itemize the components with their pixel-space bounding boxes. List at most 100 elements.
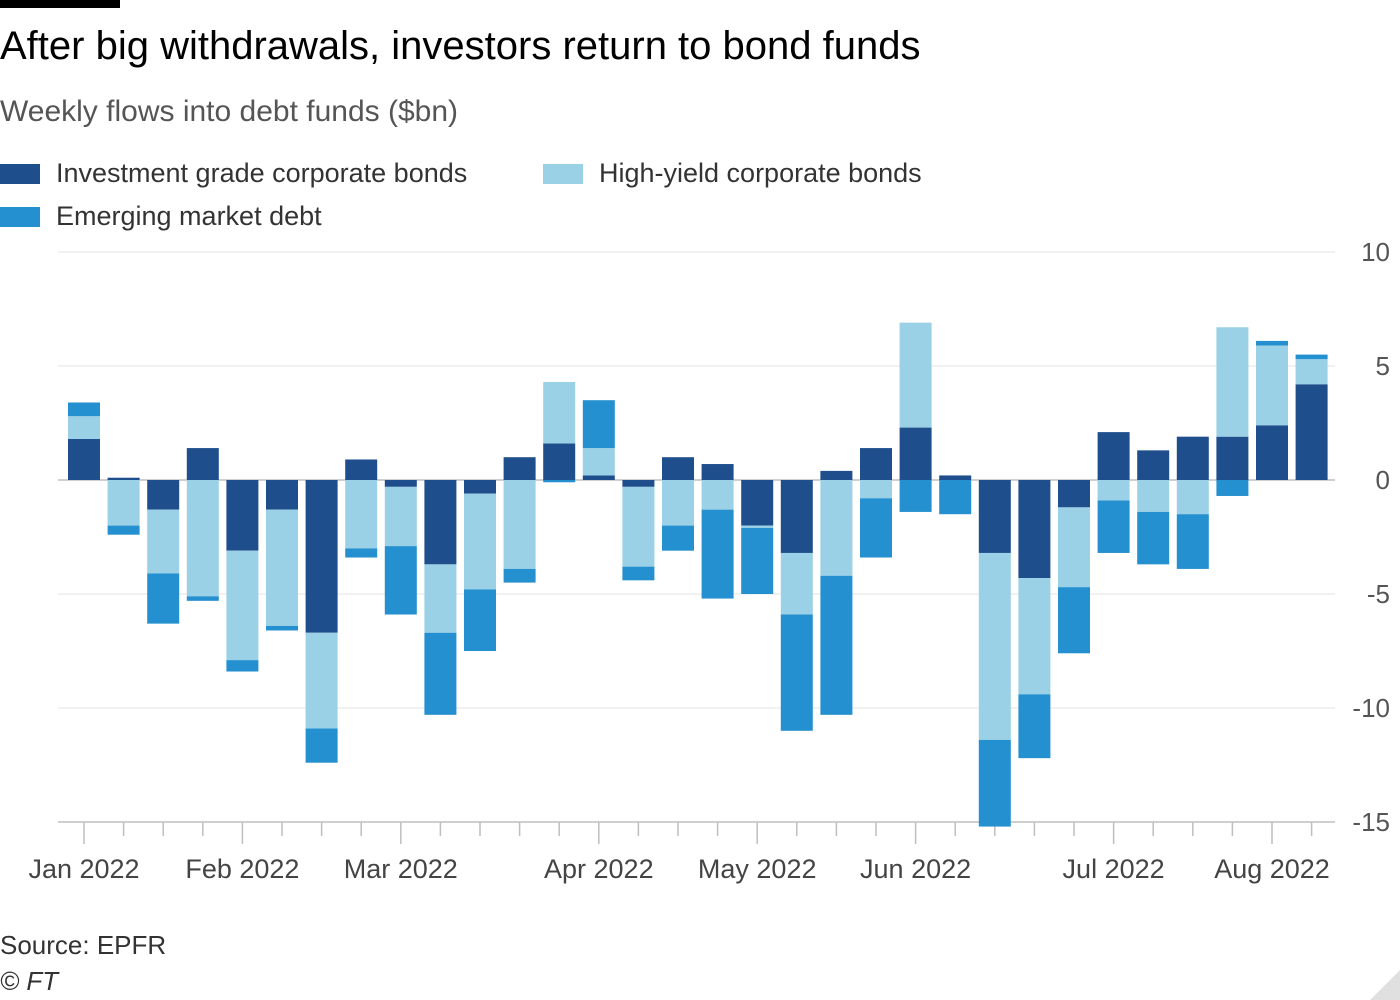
bar-segment bbox=[266, 509, 298, 626]
y-tick-label: -5 bbox=[1367, 579, 1390, 609]
bar-segment bbox=[543, 381, 576, 444]
bar-segment bbox=[1018, 694, 1051, 759]
bar-segment bbox=[147, 480, 180, 510]
bar-segment bbox=[662, 457, 694, 480]
bar-segment bbox=[345, 548, 378, 558]
bar-segment bbox=[543, 480, 576, 483]
bar-segment bbox=[1176, 514, 1209, 569]
bar-segment bbox=[1058, 587, 1090, 654]
bar-segment bbox=[1295, 384, 1328, 480]
bar-segment bbox=[305, 728, 338, 763]
bar-segment bbox=[939, 475, 972, 480]
bar-segment bbox=[1216, 436, 1249, 480]
legend-label: Emerging market debt bbox=[56, 201, 322, 231]
bar-segment bbox=[226, 550, 259, 661]
bar-segment bbox=[68, 416, 100, 439]
bar-segment bbox=[1137, 480, 1170, 512]
bar-segment bbox=[384, 480, 417, 487]
bar-segment bbox=[305, 632, 338, 729]
bar-segment bbox=[424, 480, 457, 565]
legend-label: Investment grade corporate bonds bbox=[56, 158, 468, 188]
bar-segment bbox=[701, 509, 734, 599]
x-tick-label: Jun 2022 bbox=[860, 854, 971, 884]
bar-segment bbox=[147, 573, 180, 624]
bar-segment bbox=[68, 438, 100, 480]
page-corner bbox=[1370, 970, 1400, 1000]
y-tick-label: -15 bbox=[1352, 807, 1390, 837]
x-tick-label: May 2022 bbox=[698, 854, 817, 884]
bar-segment bbox=[1018, 578, 1051, 695]
brand-bar bbox=[0, 0, 120, 8]
bar-segment bbox=[860, 498, 892, 558]
bar-segment bbox=[147, 509, 180, 574]
bar-segment bbox=[503, 480, 536, 569]
bar-segment bbox=[1256, 340, 1288, 346]
bar-segment bbox=[899, 427, 932, 480]
bar-segment bbox=[1295, 359, 1328, 385]
legend-item-high-yield: High-yield corporate bonds bbox=[543, 158, 922, 189]
bar-segment bbox=[1097, 500, 1130, 553]
copyright-note: © FT bbox=[0, 966, 59, 996]
legend-swatch bbox=[0, 163, 40, 184]
bar-segment bbox=[741, 525, 774, 528]
y-tick-label: -10 bbox=[1352, 693, 1390, 723]
x-tick-label: Aug 2022 bbox=[1214, 854, 1330, 884]
bar-segment bbox=[226, 660, 259, 672]
bar-segment bbox=[1176, 480, 1209, 515]
bar-segment bbox=[820, 470, 853, 480]
bar-segment bbox=[662, 480, 694, 526]
x-tick-label: Mar 2022 bbox=[344, 854, 458, 884]
bar-segment bbox=[68, 402, 100, 417]
bar-segment bbox=[1176, 436, 1209, 480]
bar-segment bbox=[424, 564, 457, 633]
bar-segment bbox=[1216, 480, 1249, 496]
legend-label: High-yield corporate bonds bbox=[599, 158, 922, 188]
bar-segment bbox=[820, 480, 853, 576]
bar-segment bbox=[701, 480, 734, 510]
legend-swatch bbox=[543, 163, 583, 184]
bar-segment bbox=[780, 480, 813, 553]
bar-segment bbox=[186, 480, 219, 597]
source-note: Source: EPFR bbox=[0, 930, 167, 960]
bar-segment bbox=[582, 400, 615, 449]
bar-segment bbox=[780, 552, 813, 615]
bar-segment bbox=[860, 480, 892, 499]
bar-segment bbox=[741, 527, 774, 594]
bar-segment bbox=[662, 525, 694, 551]
x-tick-label: Jan 2022 bbox=[28, 854, 139, 884]
bar-segment bbox=[503, 457, 536, 480]
bar-segment bbox=[226, 480, 259, 551]
bar-segment bbox=[939, 480, 972, 515]
bar-segment bbox=[543, 443, 576, 480]
y-tick-label: 0 bbox=[1376, 465, 1390, 495]
bar-segment bbox=[503, 568, 536, 583]
bar-segment bbox=[186, 448, 219, 480]
bar-segment bbox=[978, 739, 1011, 827]
bar-segment bbox=[582, 448, 615, 476]
bar-segment bbox=[107, 525, 140, 535]
chart-subtitle: Weekly flows into debt funds ($bn) bbox=[0, 95, 459, 128]
bar-segment bbox=[1216, 327, 1249, 437]
bar-segment bbox=[860, 448, 892, 480]
bar-segment bbox=[266, 480, 298, 510]
x-tick-label: Apr 2022 bbox=[544, 854, 654, 884]
bar-segment bbox=[820, 575, 853, 715]
chart-title: After big withdrawals, investors return … bbox=[0, 24, 921, 68]
bar-segment bbox=[899, 480, 932, 512]
bar-segment bbox=[1256, 425, 1288, 480]
bar-segment bbox=[1097, 480, 1130, 501]
legend-item-emerging-market: Emerging market debt bbox=[0, 201, 322, 232]
bar-segment bbox=[464, 480, 496, 494]
legend-item-investment-grade: Investment grade corporate bonds bbox=[0, 158, 467, 189]
bar-segment bbox=[1295, 354, 1328, 360]
stacked-bar-chart: 10 5 0 -5 -10 -15 Jan 2022 Feb 2022 Mar 2022 Apr … bbox=[28, 237, 1390, 884]
bar-segment bbox=[780, 614, 813, 731]
bar-segment bbox=[899, 322, 932, 428]
bar-segment bbox=[305, 480, 338, 633]
x-tick-label: Feb 2022 bbox=[185, 854, 299, 884]
bar-segment bbox=[741, 480, 774, 526]
bar-segment bbox=[384, 486, 417, 547]
bar-segment bbox=[1137, 511, 1170, 565]
bar-segment bbox=[622, 480, 655, 487]
bar-segment bbox=[622, 486, 655, 567]
